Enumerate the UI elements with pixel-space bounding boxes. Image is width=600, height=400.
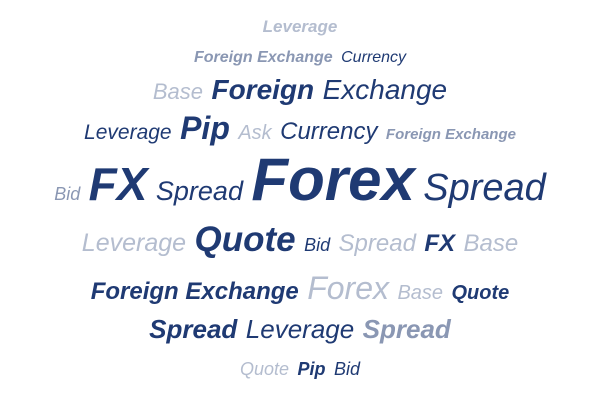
word: Foreign Exchange [193,49,333,66]
word: Quote [194,220,296,259]
word-cloud-line: Bid FX Spread Forex Spread [0,150,600,210]
word: Foreign Exchange [90,278,299,305]
word: Spread [155,176,243,206]
word-cloud-line: Foreign Exchange Forex Base Quote [0,272,600,304]
word-cloud-line: Leverage Quote Bid Spread FX Base [0,222,600,257]
word: Base [397,282,444,304]
word: Spread [423,167,546,209]
word-cloud-line: Leverage Pip Ask Currency Foreign Exchan… [0,112,600,144]
word: Foreign [211,74,315,105]
word-cloud-line: Quote Pip Bid [0,360,600,379]
word: Leverage [84,121,172,144]
word: Base [152,79,204,104]
word: Pip [297,359,326,379]
word: Forex [251,146,415,213]
word: Quote [451,282,510,304]
word: Forex [307,270,389,306]
word: Base [463,230,519,257]
word: Ask [238,122,272,144]
word-cloud-line: Base Foreign Exchange [0,76,600,104]
word: Currency [341,49,407,66]
word: FX [424,230,456,257]
word: Pip [180,110,230,146]
word: Spread [149,314,238,344]
word: Spread [362,314,451,344]
word-cloud-line: Leverage [0,18,600,36]
word: Quote [240,359,290,379]
word: FX [88,158,148,210]
word: Leverage [262,17,338,36]
word-cloud-line: Foreign Exchange Currency [0,50,600,66]
word: Spread [338,230,416,257]
word: Currency [280,118,378,145]
word: Bid [54,184,81,204]
word: Exchange [322,74,448,105]
word-cloud-line: Spread Leverage Spread [0,316,600,342]
word: Bid [333,359,360,379]
word: Leverage [81,229,187,257]
word: Leverage [245,314,355,344]
word: Bid [304,235,331,255]
word: Foreign Exchange [385,126,516,143]
